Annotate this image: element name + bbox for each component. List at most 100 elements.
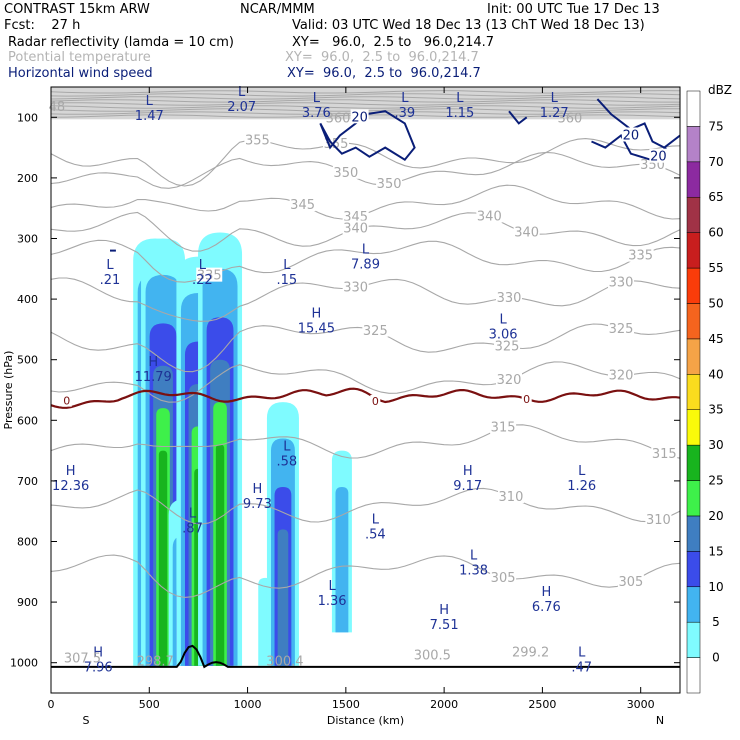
isentrope-label-bg xyxy=(196,267,223,282)
isentrope-label-340: 340 xyxy=(343,222,368,237)
isentrope-label-360: 360 xyxy=(326,112,351,127)
y-tick-label: 400 xyxy=(17,293,38,306)
top-isentrope-line xyxy=(51,99,680,103)
extremum-value: .22 xyxy=(192,273,213,288)
isentrope-label-bg xyxy=(495,289,522,304)
colorbar-swatch xyxy=(686,267,701,304)
isentrope-label-bg xyxy=(651,445,678,460)
isentrope-label-bg xyxy=(608,321,635,336)
valid-time: Valid: 03 UTC Wed 18 Dec 13 (13 ChT Wed … xyxy=(292,18,645,33)
extremum-value: 15.45 xyxy=(298,321,335,336)
field-reflectivity-xy: XY= 96.0, 2.5 to 96.0,214.7 xyxy=(292,35,495,50)
isentrope-label-bg xyxy=(342,220,369,235)
faint-value-label: 48 xyxy=(49,100,66,115)
wind-label-bg xyxy=(350,109,369,124)
low-marker: L xyxy=(146,94,154,109)
isentrope-label-315: 315 xyxy=(652,447,677,462)
extremum-value: .87 xyxy=(182,521,203,536)
north-label: N xyxy=(656,714,664,727)
y-tick-label: 800 xyxy=(17,536,38,549)
freezing-level-label: 0 xyxy=(372,395,379,408)
low-marker: L xyxy=(578,464,586,479)
colorbar-swatch xyxy=(686,196,701,233)
colorbar-level-label: 20 xyxy=(708,509,723,523)
x-tick-label: 3000 xyxy=(627,698,655,711)
x-tick-label: 0 xyxy=(48,698,55,711)
colorbar-swatch xyxy=(686,621,701,658)
extremum-value: 7.96 xyxy=(84,661,113,676)
isentrope-label-325: 325 xyxy=(609,322,634,337)
isentrope-label-340: 340 xyxy=(514,226,539,241)
isentrope-label-320: 320 xyxy=(497,373,522,388)
isentrope-label-335: 335 xyxy=(197,269,222,284)
freezing-level-label: 0 xyxy=(523,393,530,406)
isentrope-label-bg xyxy=(362,322,389,337)
terrain-line xyxy=(51,644,680,669)
x-tick-label: 1000 xyxy=(234,698,262,711)
colorbar-level-label: 35 xyxy=(708,403,723,417)
south-label: S xyxy=(83,714,90,727)
extremum-value: .39 xyxy=(394,106,415,121)
faint-value-label: 298.7 xyxy=(137,655,174,670)
faint-value-label: 307.5 xyxy=(64,652,101,667)
high-marker: H xyxy=(148,355,158,370)
colorbar-level-label: 70 xyxy=(708,155,723,169)
top-isentrope-line xyxy=(51,90,680,94)
colorbar-swatch xyxy=(686,480,701,517)
isentrope-label-305: 305 xyxy=(618,575,643,590)
reflectivity-column-4 xyxy=(215,444,225,666)
x-tick-label: 1500 xyxy=(332,698,360,711)
y-tick-label: 500 xyxy=(17,354,38,367)
high-marker: H xyxy=(93,646,103,661)
extremum-value: .47 xyxy=(571,661,592,676)
isentrope-label-315: 315 xyxy=(491,421,516,436)
isentrope-label-345: 345 xyxy=(290,198,315,213)
low-marker: L xyxy=(401,91,409,106)
freezing-label-bg xyxy=(370,394,381,407)
top-isentrope-line xyxy=(51,102,680,106)
forecast-hour: Fcst: 27 h xyxy=(4,18,81,33)
colorbar-level-label: 25 xyxy=(708,474,723,488)
colorbar-level-label: 75 xyxy=(708,119,723,133)
extremum-value: 6.76 xyxy=(532,600,561,615)
faint-value-label: 300.4 xyxy=(266,655,303,670)
colorbar-level-label: 50 xyxy=(708,296,723,310)
isentrope-label-325: 325 xyxy=(363,324,388,339)
isentrope-label-340: 340 xyxy=(477,210,502,225)
wind-contour-0 xyxy=(319,110,416,162)
high-marker: H xyxy=(439,603,449,618)
field-theta-xy: XY= 96.0, 2.5 to 96.0,214.7 xyxy=(285,50,479,65)
isentrope-label-330: 330 xyxy=(343,280,368,295)
colorbar-level-label: 60 xyxy=(708,226,723,240)
extremum-value: 3.06 xyxy=(489,327,518,342)
isentrope-label-bg xyxy=(495,372,522,387)
colorbar-swatch xyxy=(686,515,701,552)
high-marker: H xyxy=(463,464,473,479)
colorbar-title: dBZ xyxy=(708,83,732,97)
isentrope-label-bg xyxy=(608,274,635,289)
colorbar-level-label: 65 xyxy=(708,190,723,204)
faint-value-label: 299.2 xyxy=(512,646,549,661)
extremum-value: .21 xyxy=(100,273,121,288)
colorbar-swatch xyxy=(686,409,701,446)
low-marker: L xyxy=(199,258,207,273)
low-marker: L xyxy=(470,549,478,564)
wind-contour-1 xyxy=(596,98,680,149)
low-marker: L xyxy=(313,91,321,106)
low-marker: L xyxy=(551,91,559,106)
extremum-value: .58 xyxy=(277,455,298,470)
extremum-value: 1.38 xyxy=(459,564,488,579)
colorbar-level-label: 55 xyxy=(708,261,723,275)
isentrope-label-305: 305 xyxy=(491,571,516,586)
isentrope-label-bg xyxy=(244,132,271,147)
init-time: Init: 00 UTC Tue 17 Dec 13 xyxy=(487,2,660,17)
high-marker: H xyxy=(311,306,321,321)
isentrope-355 xyxy=(51,138,680,187)
colorbar-level-label: 0 xyxy=(712,651,720,665)
extremum-value: 1.27 xyxy=(540,106,569,121)
extremum-value: 2.07 xyxy=(227,100,256,115)
freezing-level-line xyxy=(51,387,680,409)
freezing-label-bg xyxy=(61,394,72,407)
extremum-value: 1.26 xyxy=(567,479,596,494)
low-marker: L xyxy=(238,85,246,100)
